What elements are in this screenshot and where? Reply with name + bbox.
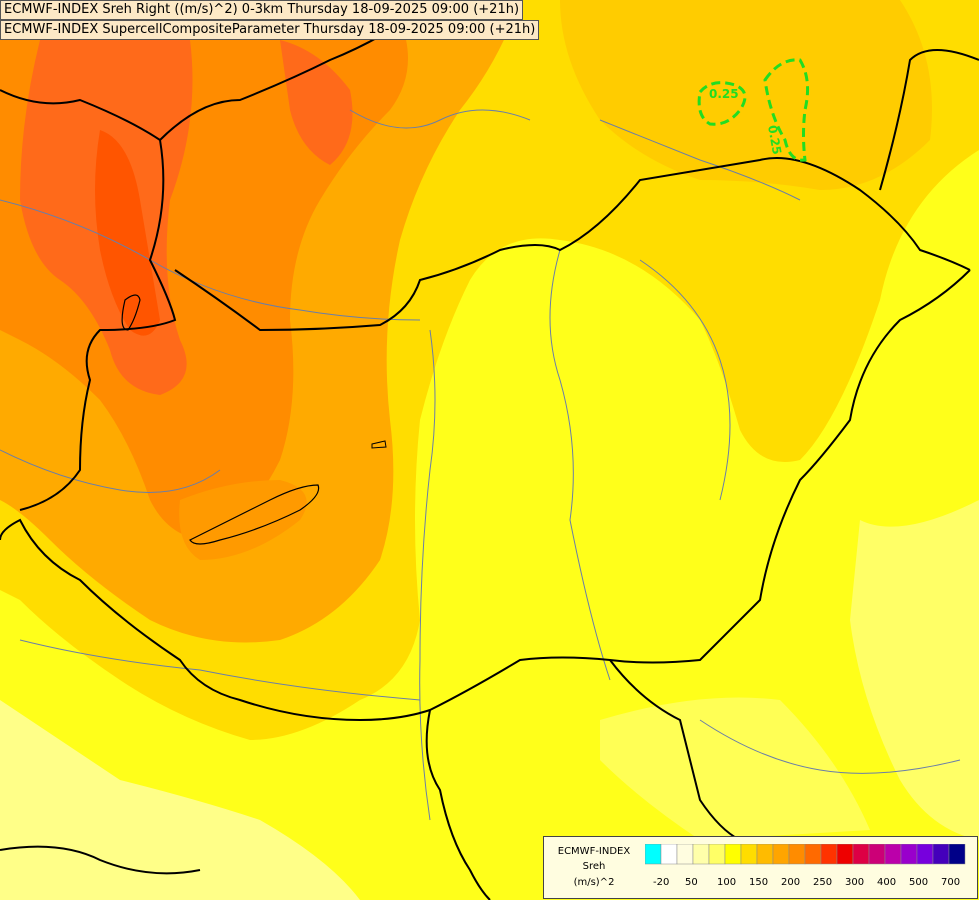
rivers (0, 109, 961, 821)
legend-swatch (948, 844, 966, 865)
lake-neusiedl (121, 294, 141, 331)
scp-contour-1 (697, 81, 747, 126)
color-legend: ECMWF-INDEX Sreh (m/s)^2 -20 50 100 150 200 2… (543, 836, 978, 899)
legend-variable: Sreh (582, 861, 606, 872)
map-title-scp: ECMWF-INDEX SupercellCompositeParameter … (0, 20, 540, 40)
legend-title: ECMWF-INDEX (557, 846, 631, 857)
legend-tick-label: 150 (749, 877, 769, 888)
legend-swatch (836, 844, 854, 865)
legend-swatch (852, 844, 870, 865)
legend-tick-label: 100 (717, 877, 737, 888)
legend-tick-label: 400 (877, 877, 897, 888)
scp-contour-2 (763, 58, 810, 162)
legend-tick-label: -20 (653, 877, 670, 888)
sreh-band-pale-east (850, 500, 979, 840)
legend-tick-label: 300 (845, 877, 865, 888)
legend-unit: (m/s)^2 (573, 877, 615, 888)
legend-color-bar (645, 844, 966, 865)
legend-swatch (756, 844, 774, 865)
lake-balaton (189, 484, 320, 545)
sreh-band-pale-south (600, 697, 870, 840)
legend-swatch (820, 844, 838, 865)
legend-swatch (916, 844, 934, 865)
legend-swatch (645, 844, 662, 865)
scp-label-1: 0.25 (709, 87, 739, 101)
legend-swatch (868, 844, 886, 865)
borders (0, 9, 979, 900)
legend-swatch (932, 844, 950, 865)
legend-swatch (900, 844, 918, 865)
scp-contours (697, 58, 810, 162)
legend-swatch (884, 844, 902, 865)
sreh-band-150-east (560, 0, 932, 190)
legend-tick-label: 50 (685, 877, 698, 888)
legend-swatch (740, 844, 758, 865)
sreh-band-pale (0, 700, 360, 900)
legend-swatch (676, 844, 694, 865)
sreh-band-300-north (280, 40, 353, 165)
legend-swatch (708, 844, 726, 865)
legend-tick-label: 250 (813, 877, 833, 888)
legend-tick-label: 700 (941, 877, 961, 888)
scp-label-2: 0.25 (765, 124, 784, 156)
legend-tick-label: 200 (781, 877, 801, 888)
lake-small (371, 440, 387, 449)
legend-swatch (660, 844, 678, 865)
sreh-band-350 (95, 130, 160, 336)
sreh-band-250-balaton (179, 480, 307, 560)
legend-swatch (692, 844, 710, 865)
legend-swatch (788, 844, 806, 865)
map-title-sreh: ECMWF-INDEX Sreh Right ((m/s)^2) 0-3km T… (0, 0, 524, 20)
legend-swatch (772, 844, 790, 865)
legend-tick-label: 500 (909, 877, 929, 888)
legend-swatch (724, 844, 742, 865)
legend-swatch (804, 844, 822, 865)
